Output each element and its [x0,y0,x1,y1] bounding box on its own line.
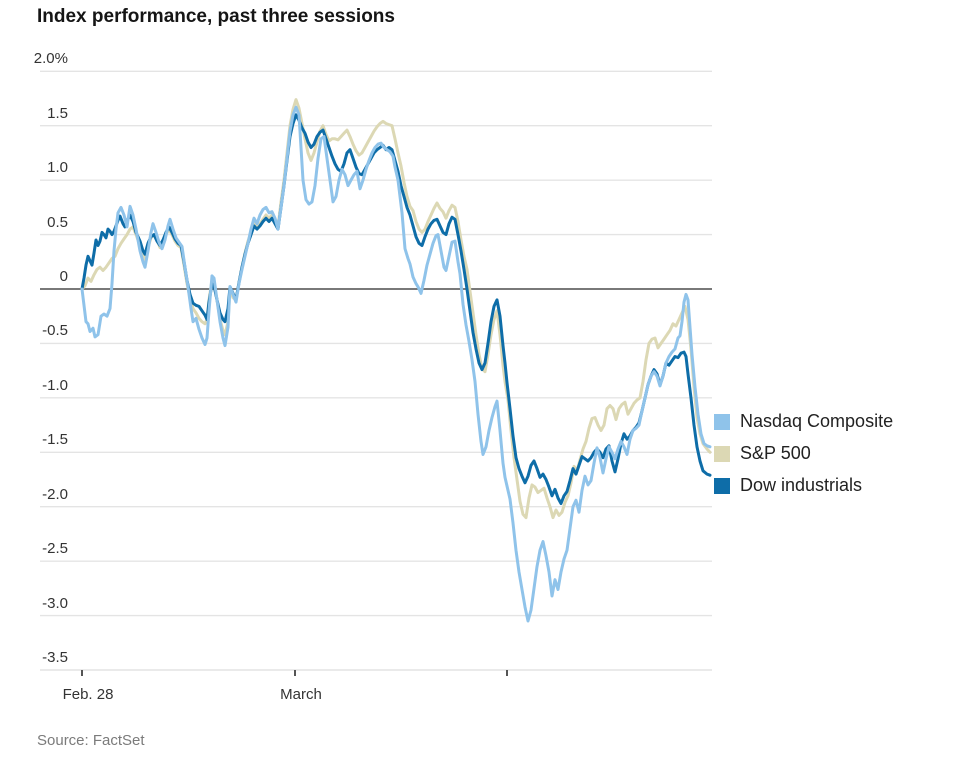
legend-item-nasdaq: Nasdaq Composite [714,411,893,432]
dow-swatch-icon [714,477,730,494]
legend-label: Nasdaq Composite [740,411,894,431]
x-axis-label: Feb. 28 [62,686,114,703]
y-axis-label: -2.0 [42,485,68,503]
series-line-nasdaq-composite [80,105,712,623]
y-axis-label: 1.5 [47,104,68,122]
y-axis-label: 0 [59,268,68,285]
y-axis-label: -1.5 [42,431,68,449]
y-axis-label: -3.0 [42,594,68,612]
legend-item-dow: Dow industrials [714,475,893,496]
y-axis-label: 0.5 [47,213,68,231]
nasdaq-swatch-icon [714,413,730,430]
y-axis-label: -3.5 [42,649,68,666]
sp500-swatch-icon [714,445,730,462]
y-axis-label: -0.5 [42,322,68,340]
x-axis-label: March [280,686,322,703]
y-axis-label: 2.0% [33,50,68,68]
y-axis-label: -1.0 [42,376,68,394]
legend-label: S&P 500 [740,443,811,463]
legend: Nasdaq Composite S&P 500 Dow industrials [714,411,893,496]
source-note: Source: FactSet [37,732,145,749]
legend-item-sp500: S&P 500 [714,443,893,464]
legend-label: Dow industrials [740,475,863,495]
chart-title: Index performance, past three sessions [37,6,395,27]
y-axis-label: 1.0 [47,159,68,177]
y-axis-label: -2.5 [42,540,68,558]
